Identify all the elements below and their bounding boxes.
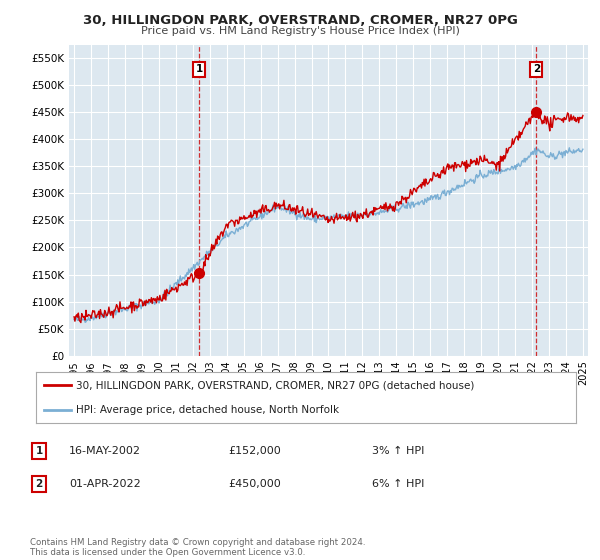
Text: 2: 2 bbox=[35, 479, 43, 489]
Text: 30, HILLINGDON PARK, OVERSTRAND, CROMER, NR27 0PG (detached house): 30, HILLINGDON PARK, OVERSTRAND, CROMER,… bbox=[77, 380, 475, 390]
Text: 2: 2 bbox=[533, 64, 540, 74]
Text: Contains HM Land Registry data © Crown copyright and database right 2024.
This d: Contains HM Land Registry data © Crown c… bbox=[30, 538, 365, 557]
Text: 6% ↑ HPI: 6% ↑ HPI bbox=[372, 479, 424, 489]
Text: 1: 1 bbox=[196, 64, 203, 74]
Text: 01-APR-2022: 01-APR-2022 bbox=[69, 479, 141, 489]
Text: 16-MAY-2002: 16-MAY-2002 bbox=[69, 446, 141, 456]
Text: HPI: Average price, detached house, North Norfolk: HPI: Average price, detached house, Nort… bbox=[77, 405, 340, 415]
Text: 3% ↑ HPI: 3% ↑ HPI bbox=[372, 446, 424, 456]
Text: £152,000: £152,000 bbox=[228, 446, 281, 456]
Text: 1: 1 bbox=[35, 446, 43, 456]
Text: £450,000: £450,000 bbox=[228, 479, 281, 489]
Text: Price paid vs. HM Land Registry's House Price Index (HPI): Price paid vs. HM Land Registry's House … bbox=[140, 26, 460, 36]
Text: 30, HILLINGDON PARK, OVERSTRAND, CROMER, NR27 0PG: 30, HILLINGDON PARK, OVERSTRAND, CROMER,… bbox=[83, 14, 517, 27]
